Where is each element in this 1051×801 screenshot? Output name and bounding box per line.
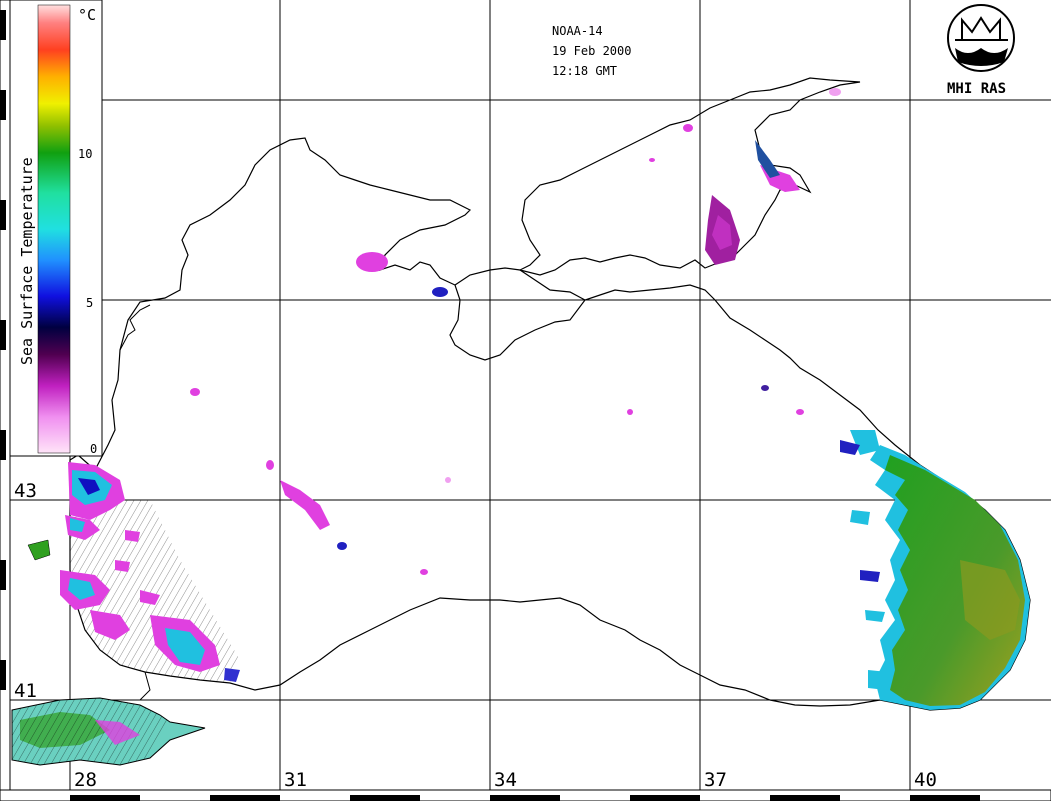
marmara-sea — [11, 697, 206, 766]
lon-label-34: 34 — [494, 769, 517, 791]
azov-sst-patches — [649, 88, 841, 265]
lon-label-28: 28 — [74, 769, 97, 791]
western-sst-region — [27, 462, 240, 682]
black-sea-coastline — [69, 137, 1031, 711]
lon-label-40: 40 — [914, 769, 937, 791]
colorbar-tick-0: 0 — [90, 442, 97, 456]
mhi-ras-logo-icon — [947, 4, 1015, 72]
lon-label-37: 37 — [704, 769, 727, 791]
azov-coastline — [518, 77, 861, 276]
time-label: 12:18 GMT — [552, 64, 617, 78]
lat-label-41: 41 — [14, 680, 37, 702]
colorbar-panel: Sea Surface Temperature °C 10 5 0 — [9, 0, 103, 457]
colorbar-tick-10: 10 — [78, 147, 92, 161]
eastern-sst-region — [840, 430, 1030, 710]
colorbar-tick-5: 5 — [86, 296, 93, 310]
lat-label-43: 43 — [14, 480, 37, 502]
colorbar-title: Sea Surface Temperature — [18, 157, 36, 365]
crimea-coastline — [454, 267, 586, 301]
bosphorus-coast — [139, 671, 151, 701]
frame-ruler-bottom — [0, 789, 1051, 801]
satellite-label: NOAA-14 — [552, 24, 603, 38]
colorbar-unit: °C — [78, 6, 96, 24]
frame-ruler-left — [0, 0, 11, 791]
date-label: 19 Feb 2000 — [552, 44, 631, 58]
scattered-sst-spots — [190, 252, 804, 575]
lon-label-31: 31 — [284, 769, 307, 791]
colorbar-gradient — [37, 4, 71, 454]
logo-text: MHI RAS — [947, 81, 1006, 97]
danube-delta-coast — [119, 304, 151, 351]
